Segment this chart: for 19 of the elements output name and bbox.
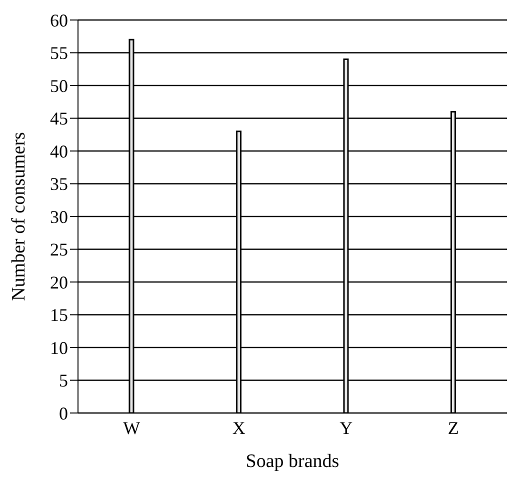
- y-tick-label: 15: [50, 305, 68, 326]
- x-tick-label: X: [232, 418, 246, 438]
- x-axis-title: Soap brands: [246, 451, 340, 472]
- y-tick-label: 20: [50, 272, 68, 292]
- y-tick-label: 0: [59, 403, 68, 424]
- y-tick-label: 60: [50, 10, 68, 30]
- y-tick-label: 35: [50, 174, 68, 194]
- y-tick-label: 45: [50, 108, 68, 129]
- y-axis-title: Number of consumers: [8, 132, 30, 301]
- x-tick-label: Y: [340, 418, 353, 438]
- x-tick-label: W: [123, 418, 140, 438]
- y-tick-label: 40: [50, 141, 68, 162]
- y-tick-label: 10: [50, 338, 68, 358]
- y-tick-label: 55: [50, 43, 68, 64]
- y-tick-label: 5: [59, 370, 68, 391]
- y-tick-label: 50: [50, 76, 68, 96]
- y-tick-label: 30: [50, 206, 68, 227]
- x-tick-label: Z: [448, 418, 459, 438]
- y-tick-label: 25: [50, 240, 68, 260]
